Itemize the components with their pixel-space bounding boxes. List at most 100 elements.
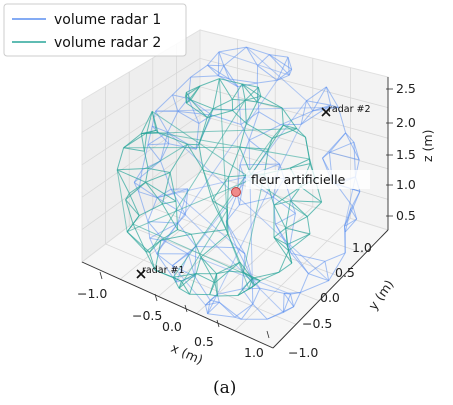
x-ticks: −1.0 −0.50.0 0.5 1.0 xyxy=(77,271,270,360)
mesh-volume-radar-2-edge xyxy=(187,143,199,146)
mesh-volume-radar-1-edge xyxy=(312,86,327,112)
mesh-volume-radar-2-edge xyxy=(125,199,140,216)
mesh-volume-radar-1-edge xyxy=(306,100,331,106)
mesh-volume-radar-1-edge xyxy=(257,54,270,67)
mesh-volume-radar-2-edge xyxy=(252,271,280,279)
mesh-volume-radar-1-edge xyxy=(217,65,225,76)
grid-line xyxy=(199,114,389,170)
mesh-volume-radar-2-edge xyxy=(273,204,287,229)
z-ticks: 0.5 1.0 1.5 2.0 2.5 xyxy=(386,81,416,223)
mesh-volume-radar-2-edge xyxy=(190,85,201,101)
mesh-volume-radar-2-edge xyxy=(231,83,243,100)
mesh-volume-radar-2-edge xyxy=(180,280,191,295)
mesh-volume-radar-1-edge xyxy=(268,54,290,76)
mesh-volume-radar-1-edge xyxy=(223,65,239,88)
mesh-volume-radar-1-edge xyxy=(241,287,261,290)
mesh-volume-radar-2-edge xyxy=(126,231,150,253)
x-tick-label: 0.0 xyxy=(162,319,182,334)
mesh-volume-radar-2-edge xyxy=(177,229,192,235)
mesh-volume-radar-2-edge xyxy=(190,99,208,118)
mesh-volume-radar-1-edge xyxy=(344,226,346,254)
mesh-volume-radar-2-edge xyxy=(145,168,149,183)
mesh-volume-radar-2-edge xyxy=(178,209,228,289)
mesh-volume-radar-2-edge xyxy=(191,229,227,235)
z-tick-label: 1.0 xyxy=(396,177,416,192)
mesh-volume-radar-1-edge xyxy=(328,252,346,281)
z-tick-label: 1.5 xyxy=(396,147,416,162)
mesh-volume-radar-1-edge xyxy=(155,94,173,112)
mesh-volume-radar-2-edge xyxy=(246,122,273,139)
mesh-volume-radar-2-edge xyxy=(178,273,197,289)
mesh-volume-radar-2-edge xyxy=(273,186,301,206)
mesh-volume-radar-2-edge xyxy=(148,167,171,173)
mesh-volume-radar-1-edge xyxy=(306,86,327,102)
mesh-volume-radar-2-edge xyxy=(228,147,241,177)
mesh-volume-radar-2-edge xyxy=(199,78,220,87)
mesh-volume-radar-1-edge xyxy=(177,214,186,224)
mesh-volume-radar-2-edge xyxy=(281,107,298,129)
mesh-volume-radar-2-edge xyxy=(160,229,178,241)
flower-label-background xyxy=(246,170,370,189)
mesh-volume-radar-2-edge xyxy=(218,78,229,235)
mesh-volume-radar-1-edge xyxy=(218,75,239,88)
mesh-volume-radar-1-edge xyxy=(344,208,352,233)
mesh-volume-radar-1-edge xyxy=(312,106,339,112)
grid-line xyxy=(81,86,201,166)
mesh-volume-radar-1-edge xyxy=(147,125,153,145)
mesh-volume-radar-2-edge xyxy=(138,203,163,217)
mesh-volume-radar-1-edge xyxy=(147,197,158,222)
mesh-volume-radar-1-edge xyxy=(293,292,301,307)
mesh-volume-radar-1-edge xyxy=(211,114,242,125)
mesh-volume-radar-1-edge xyxy=(306,100,314,112)
y-tick-label: 0.0 xyxy=(320,290,340,305)
mesh-volume-radar-2-edge xyxy=(239,262,244,273)
x-axis-line xyxy=(81,261,274,349)
mesh-volume-radar-1-edge xyxy=(300,110,314,125)
mesh-volume-radar-2-edge xyxy=(123,132,148,149)
mesh-volume-radar-2-edge xyxy=(285,227,311,235)
mesh-volume-radar-2-edge xyxy=(241,83,258,103)
mesh-volume-radar-2-edge xyxy=(178,287,190,295)
mesh-volume-radar-2-edge xyxy=(216,270,229,275)
mesh-volume-radar-1-edge xyxy=(257,65,278,81)
mesh-volume-radar-1-edge xyxy=(195,245,237,249)
mesh-volume-radar-1-edge xyxy=(156,197,186,216)
mesh-volume-radar-2-edge xyxy=(300,186,322,203)
mesh-volume-radar-1-edge xyxy=(207,313,235,318)
mesh-volume-radar-1-edge xyxy=(284,292,291,295)
mesh-volume-radar-1-edge xyxy=(299,273,309,293)
mesh-volume-radar-2-edge xyxy=(162,200,177,205)
mesh-volume-radar-1-edge xyxy=(308,260,326,275)
mesh-volume-radar-1-edge xyxy=(273,196,296,214)
mesh-volume-radar-1-edge xyxy=(252,303,268,320)
mesh-volume-radar-1-edge xyxy=(344,207,354,227)
mesh-volume-radar-2-edge xyxy=(169,143,188,173)
mesh-volume-radar-1-edge xyxy=(330,104,339,108)
mesh-volume-radar-2-edge xyxy=(263,149,269,174)
mesh-volume-radar-1-edge xyxy=(229,78,258,84)
mesh-volume-radar-1-edge xyxy=(172,94,179,112)
grid-line xyxy=(152,207,343,278)
radar-1-cross-b xyxy=(136,269,146,279)
mesh-volume-radar-2-edge xyxy=(273,237,289,251)
mesh-volume-radar-1-edge xyxy=(156,240,165,254)
grid-line xyxy=(176,189,366,254)
mesh-volume-radar-1-edge xyxy=(152,125,168,133)
y-tick-label: −0.5 xyxy=(302,316,332,331)
radar-2-label: radar #2 xyxy=(328,104,371,115)
mesh-volume-radar-2-edge xyxy=(242,83,259,88)
mesh-volume-radar-2-edge xyxy=(154,269,182,282)
mesh-volume-radar-2-edge xyxy=(198,144,204,171)
mesh-volume-radar-1-edge xyxy=(190,64,208,78)
mesh-volume-radar-2-edge xyxy=(209,294,218,297)
mesh-volume-radar-2-edge xyxy=(245,95,262,101)
mesh-volume-radar-2 xyxy=(116,78,323,297)
mesh-volume-radar-1-edge xyxy=(345,132,355,143)
figure-caption: (a) xyxy=(213,378,236,398)
radar-2-cross-b xyxy=(321,107,331,117)
mesh-volume-radar-1-edge xyxy=(248,111,260,141)
mesh-volume-radar-1-edge xyxy=(218,46,247,53)
mesh-volume-radar-1-edge xyxy=(217,288,243,295)
mesh-volume-radar-2-edge xyxy=(149,252,156,271)
mesh-volume-radar-2-edge xyxy=(117,167,149,171)
